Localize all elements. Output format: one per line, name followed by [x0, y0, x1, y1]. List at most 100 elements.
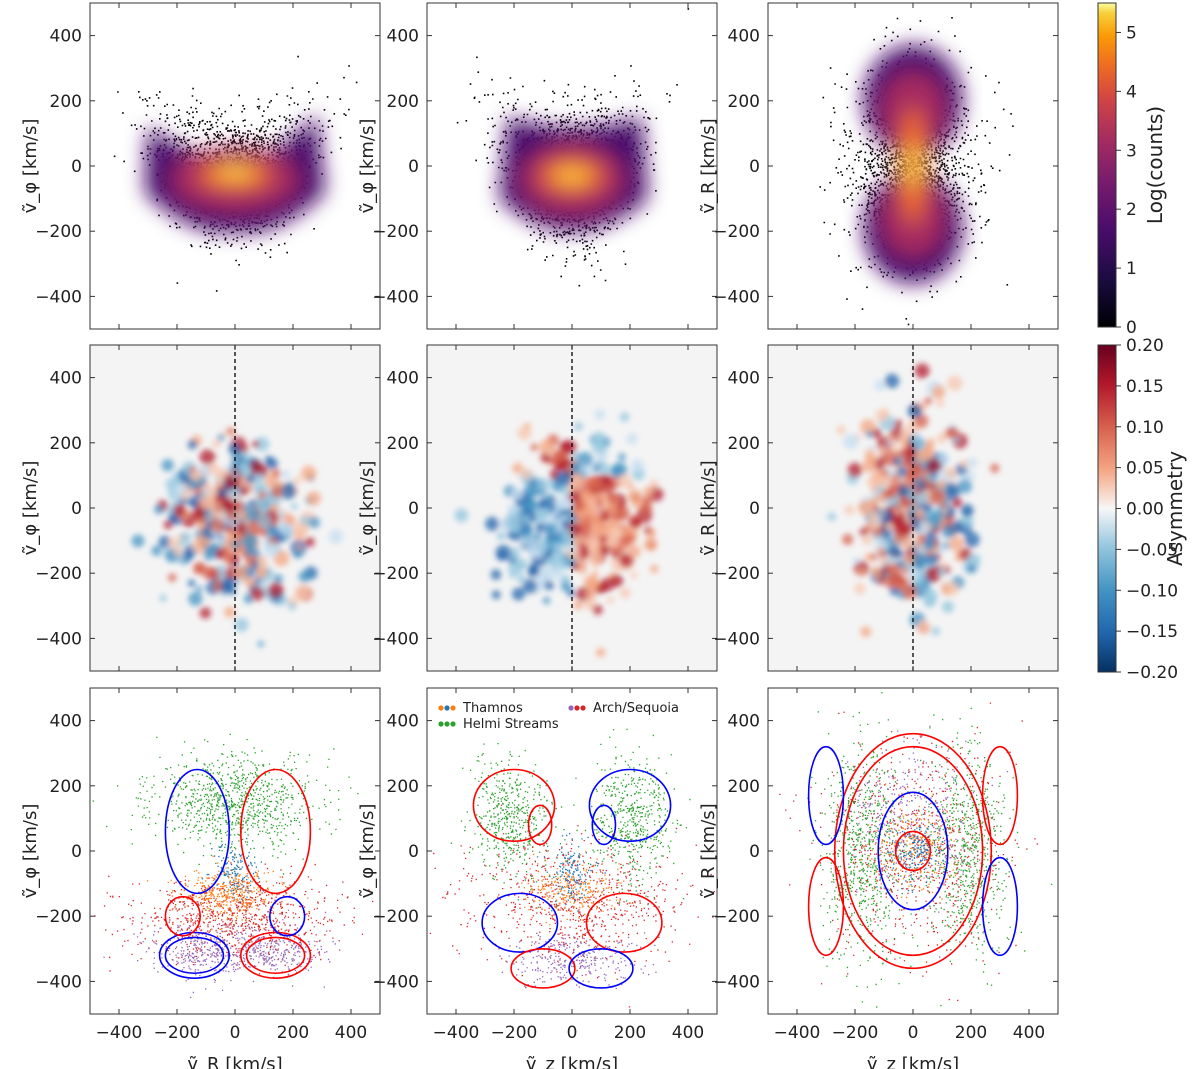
contour [472, 768, 556, 843]
y-tick-label: 200 [50, 777, 82, 797]
asymmetry-cell [874, 379, 886, 391]
asymmetry-cell [842, 533, 854, 546]
asymmetry-cell [949, 536, 964, 552]
asymmetry-cell [304, 536, 315, 548]
contour [164, 936, 225, 975]
asymmetry-cell [854, 583, 866, 595]
legend-marker [444, 721, 450, 727]
asymmetry-cell [218, 539, 226, 547]
asymmetry-cell [614, 505, 630, 521]
asymmetry-cell [510, 487, 524, 500]
asymmetry-cell [196, 501, 203, 508]
contour [269, 895, 306, 937]
asymmetry-cell [916, 491, 928, 504]
asymmetry-cell [220, 545, 230, 556]
colorbar-tick-label: −0.15 [1126, 622, 1178, 642]
asymmetry-cell [914, 508, 924, 518]
asymmetry-cell [548, 457, 557, 466]
asymmetry-cell [621, 525, 632, 536]
asymmetry-cell [151, 545, 163, 557]
asymmetry-cell [521, 527, 532, 537]
contour-lines [472, 768, 672, 989]
asymmetry-cell [941, 506, 949, 515]
y-tick-label: 0 [71, 157, 82, 177]
y-tick-label: 400 [728, 27, 760, 47]
asymmetry-cell [630, 571, 638, 579]
asymmetry-cell [520, 468, 533, 480]
colorbar-tick-label: 3 [1126, 141, 1137, 161]
y-tick-label: 400 [50, 369, 82, 389]
asymmetry-cell [649, 479, 659, 490]
asymmetry-cell [889, 546, 901, 558]
asymmetry-cell [292, 548, 303, 559]
asymmetry-cell [187, 579, 196, 587]
y-tick-label: 200 [387, 434, 419, 454]
asymmetry-cell [517, 426, 532, 441]
x-axis-label: ṽ_z [km/s] [526, 1054, 618, 1069]
y-tick-label: −400 [713, 972, 760, 992]
asymmetry-cell [235, 522, 247, 534]
asymmetry-cell [615, 545, 625, 554]
asymmetry-cell [593, 478, 605, 490]
asymmetry-cell [896, 559, 906, 569]
asymmetry-cell [538, 498, 549, 508]
asymmetry-cell [226, 427, 236, 436]
asymmetry-cell [252, 440, 260, 448]
colorbar-log_counts: 0 1 2 3 4 5 Log(counts) [1097, 2, 1167, 338]
asymmetry-cell [893, 508, 901, 516]
asymmetry-layer [131, 427, 344, 648]
asymmetry-cell [173, 546, 183, 557]
y-tick-label: −200 [372, 564, 419, 584]
asymmetry-cell [167, 552, 175, 559]
contour [164, 895, 202, 937]
y-tick-label: 0 [408, 157, 419, 177]
asymmetry-cell [248, 460, 263, 474]
y-tick-label: 0 [749, 842, 760, 862]
asymmetry-cell [859, 528, 868, 537]
asymmetry-cell [884, 373, 900, 389]
contour [158, 931, 230, 979]
asymmetry-cell [957, 478, 973, 494]
asymmetry-cell [544, 523, 557, 536]
y-tick-label: 200 [50, 92, 82, 112]
colorbar-tick-label: 0.05 [1126, 459, 1164, 479]
asymmetry-cell [554, 570, 562, 579]
asymmetry-cell [918, 482, 927, 491]
x-tick-label: 0 [230, 1023, 241, 1043]
asymmetry-cell [902, 541, 910, 549]
asymmetry-cell [529, 515, 537, 522]
asymmetry-cell [306, 491, 321, 506]
scatter-layer [92, 733, 374, 998]
asymmetry-cell [242, 533, 258, 549]
asymmetry-cell [496, 531, 506, 541]
asymmetry-cell [559, 558, 570, 569]
asymmetry-cell [923, 588, 938, 604]
asymmetry-cell [605, 505, 617, 517]
asymmetry-cell [944, 428, 956, 439]
asymmetry-cell [836, 425, 846, 435]
y-tick-label: −200 [35, 222, 82, 242]
asymmetry-cell [598, 545, 609, 556]
asymmetry-cell [560, 509, 568, 517]
contour [585, 892, 663, 953]
contour [981, 856, 1019, 957]
legend-marker [444, 705, 450, 711]
asymmetry-cell [577, 451, 593, 468]
asymmetry-cell [168, 537, 179, 548]
y-tick-label: −400 [372, 287, 419, 307]
asymmetry-cell [182, 549, 194, 561]
asymmetry-cell [877, 446, 888, 456]
asymmetry-cell [600, 577, 614, 592]
asymmetry-cell [545, 535, 555, 545]
asymmetry-cell [193, 506, 206, 519]
y-tick-label: 400 [50, 27, 82, 47]
asymmetry-cell [534, 477, 548, 491]
asymmetry-cell [273, 574, 284, 584]
asymmetry-cell [173, 504, 186, 517]
asymmetry-cell [878, 555, 889, 566]
thamnos-points [521, 851, 632, 926]
asymmetry-cell [131, 534, 145, 548]
colorbar-tick-label: 5 [1126, 23, 1137, 43]
